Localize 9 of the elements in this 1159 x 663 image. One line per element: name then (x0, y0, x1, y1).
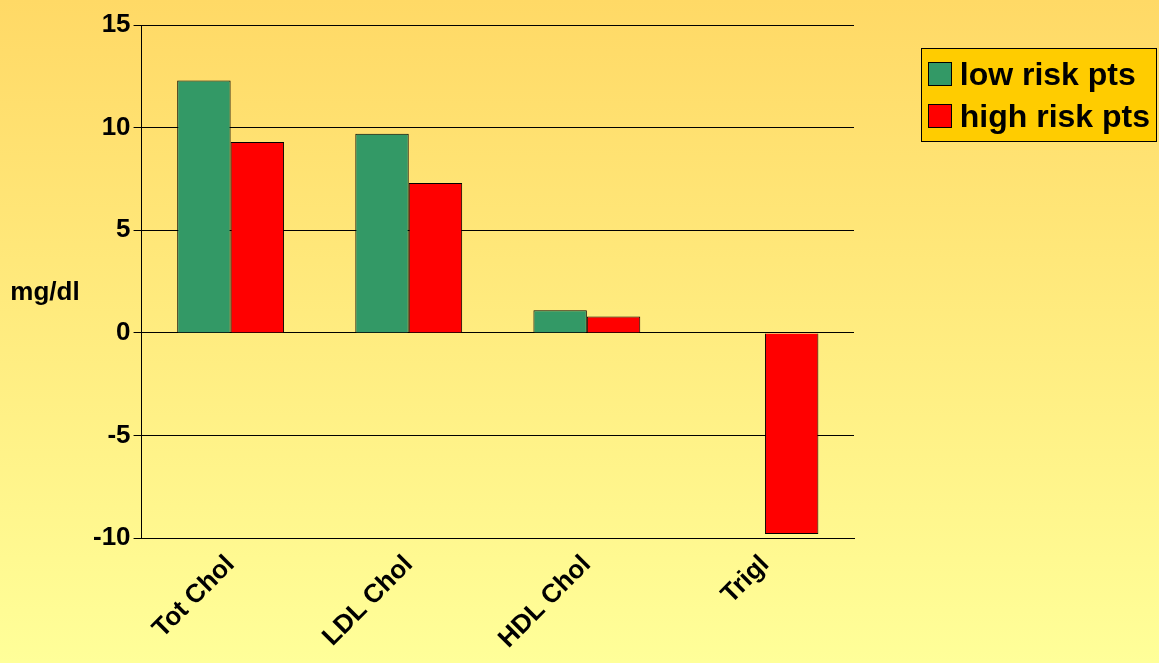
y-tick-label: 0 (116, 316, 131, 347)
legend-label: low risk pts (959, 55, 1136, 94)
y-tick-label: 15 (101, 8, 131, 39)
y-tick-label: -10 (93, 521, 131, 552)
y-tick-label: -5 (107, 418, 131, 449)
y-tick-label: 5 (116, 213, 131, 244)
y-axis-title: mg/dl (9, 276, 81, 307)
y-tick-label: 10 (101, 110, 131, 141)
text: high risk pts (959, 97, 1150, 136)
